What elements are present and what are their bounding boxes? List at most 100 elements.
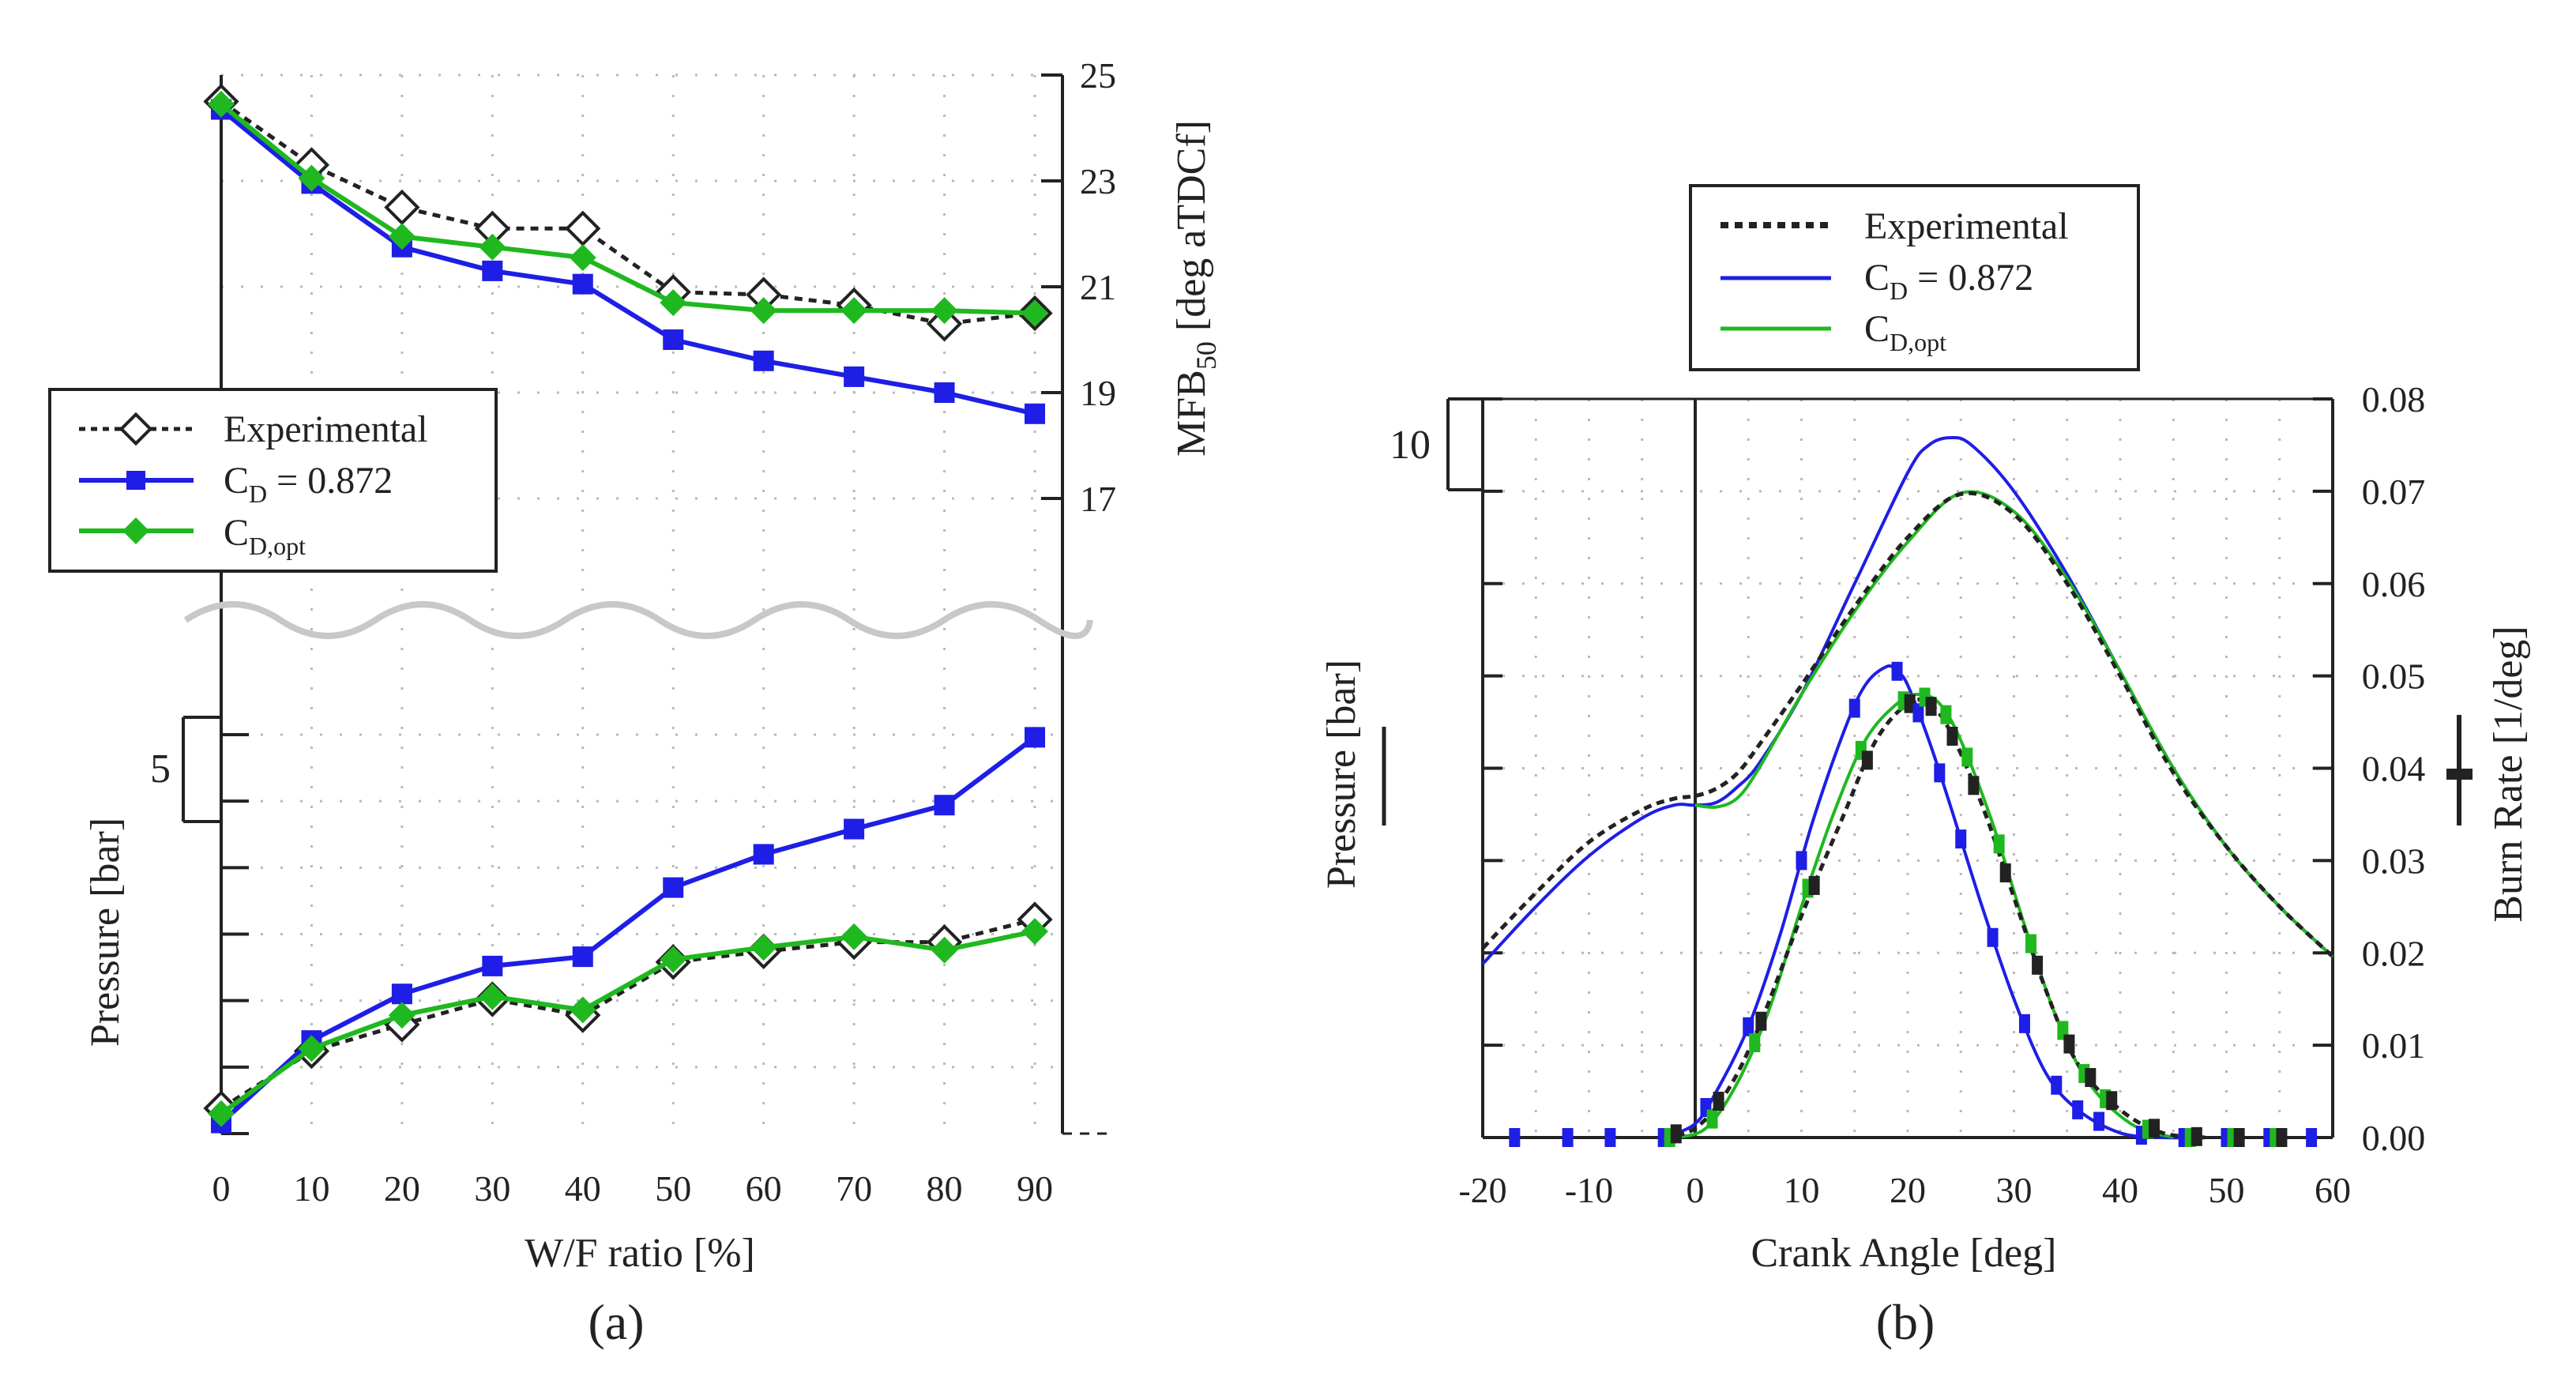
panel-b-burn-marker [1562,1128,1574,1147]
panel-b-burn-tick-label: 0.00 [2362,1118,2426,1158]
panel-b-burn-marker [1604,1128,1616,1147]
panel-a-pressure-point-cd [844,818,865,840]
panel-a-mfb-point-cdopt [569,244,596,272]
panel-b-burn-marker [1955,829,1967,849]
panel-b: 0.00 0.01 0.02 0.03 0.04 0.05 0.06 0.07 0.08 -20… [1319,184,2531,1350]
panel-b-x-tick-label: 60 [2315,1170,2351,1210]
panel-b-legend-experimental: Experimental [1864,205,2069,247]
panel-b-burn-tick-label: 0.07 [2362,472,2426,512]
panel-b-burn-marker [1713,1092,1724,1111]
panel-a-mfb-point-experimental [746,276,782,313]
panel-b-burn-axis-label: Burn Rate [1/deg] [2486,626,2531,922]
panel-a-pressure-scale-label: 5 [150,747,171,792]
panel-a-pressure-point-cdopt [660,946,687,973]
panel-a-mfb-axis-label: MFB50 [deg aTDCf] [1169,120,1222,457]
panel-a-pressure-point-cd [934,795,955,816]
panel-b-burn-marker [2072,1100,2084,1119]
panel-b-burn-marker [1904,694,1916,713]
panel-b-pressure-scale-label: 10 [1390,423,1431,468]
panel-a-mfb-point-cd [753,350,774,371]
panel-a-x-tick-label: 60 [746,1168,782,1209]
panel-b-burn-marker [2018,1014,2030,1033]
panel-a: 17 19 21 23 25 0 10 20 30 40 50 60 70 80 90 5 Pressur… [48,55,1222,1350]
panel-a-mfb-tick-label: 17 [1080,479,1116,519]
panel-b-burn-marker [2025,934,2037,953]
panel-a-x-tick-label: 0 [212,1168,231,1209]
panel-a-legend: Experimental CD = 0.872 CD,opt [48,388,498,573]
panel-a-mfb-tick-label: 19 [1080,373,1116,413]
panel-a-legend-experimental: Experimental [224,408,428,450]
panel-b-burn-marker [1808,875,1820,895]
panel-a-mfb-point-cdopt [840,297,868,325]
panel-a-pressure-point-cdopt [298,1035,325,1062]
panel-a-x-tick-label: 50 [655,1168,691,1209]
panel-b-burn-marker [2063,1034,2075,1054]
panel-a-mfb-point-cdopt [388,223,416,250]
panel-a-mfb-point-cdopt [298,164,325,192]
panel-a-pressure-point-cdopt [479,983,506,1010]
panel-b-burn-marker [1999,863,2011,882]
panel-a-x-tick-label: 70 [836,1168,872,1209]
panel-a-pressure-point-cdopt [750,934,777,961]
panel-a-mfb-point-cd [482,260,503,281]
panel-a-mfb-point-experimental [384,189,420,226]
panel-b-burn-marker [1509,1128,1521,1147]
panel-a-mfb-point-cdopt [750,297,777,325]
panel-a-pressure-point-cd [572,946,593,968]
panel-a-mfb-point-cd [844,366,865,387]
panel-b-x-tick-label: 0 [1687,1170,1705,1210]
panel-a-pressure-point-cdopt [208,1100,235,1127]
legend-green-diamond-marker [122,517,149,544]
panel-b-burn-tick-label: 0.08 [2362,379,2426,419]
panel-b-burn-marker [1925,697,1937,716]
panel-b-burn-marker [2276,1128,2288,1147]
panel-a-pressure-ticks [221,733,249,1135]
panel-a-mfb-point-cd [934,382,955,403]
panel-a-pressure-line-1 [219,735,1036,1125]
panel-a-pressure-point-cd [753,844,774,865]
panel-b-series [1481,435,2334,1147]
panel-b-burn-marker [1940,705,1952,724]
panel-b-x-tick-label: 50 [2209,1170,2245,1210]
panel-a-mfb-point-cd [663,329,684,350]
panel-a-mfb-point-experimental [565,210,601,246]
panel-a-x-tick-label: 10 [293,1168,329,1209]
panel-b-legend: Experimental CD = 0.872 CD,opt [1689,184,2140,371]
panel-b-x-tick-label: 40 [2102,1170,2138,1210]
panel-b-burn-marker [2032,955,2044,975]
panel-b-burn-marker [1891,661,1903,681]
panel-a-x-tick-label: 80 [927,1168,963,1209]
mfb-label-sub: 50 [1190,341,1222,370]
panel-a-mfb-point-cd [1025,403,1045,424]
panel-a-pressure-line-0 [220,917,1036,1111]
panel-a-pressure-point-cdopt [931,936,958,964]
panel-a-mfb-line-2 [220,102,1036,316]
panel-b-burn-marker [1848,698,1860,718]
panel-b-burn-marker [1796,851,1807,871]
panel-b-burn-tick-label: 0.06 [2362,564,2426,604]
panel-b-burn-ticks: 0.00 0.01 0.02 0.03 0.04 0.05 0.06 0.07 0.08 [1483,379,2425,1158]
panel-a-mfb-point-cd [572,273,593,295]
panel-b-pressure-line-0 [1481,491,2334,958]
panel-b-burn-marker [1861,750,1873,770]
panel-b-caption: (b) [1876,1294,1935,1350]
panel-b-x-tick-label: 30 [1996,1170,2033,1210]
panel-b-burn-marker [1670,1124,1682,1144]
panel-b-x-tick-label: 10 [1784,1170,1820,1210]
panel-a-pressure-axis-label: Pressure [bar] [83,818,128,1047]
panel-b-legend-cdopt: CD,opt [1864,308,1946,356]
panel-b-burn-marker [2085,1068,2097,1088]
legend-square-marker [126,471,145,490]
panel-b-pressure-scale-bar: 10 [1390,397,1483,491]
panel-b-burn-marker [2306,1128,2318,1147]
panel-b-grid [1483,399,2333,1138]
panel-a-pressure-point-cdopt [388,1002,416,1029]
panel-a-mfb-line-1 [220,107,1036,416]
panel-a-pressure-point-cd [663,877,684,898]
panel-b-burn-tick-label: 0.05 [2362,656,2426,697]
panel-a-series [203,83,1053,1134]
panel-a-pressure-point-cdopt [1021,918,1048,946]
panel-a-axis-break [183,601,1093,639]
panel-a-pressure-line-2 [220,929,1036,1116]
panel-b-pressure-axis-label: Pressure [bar] [1319,660,1364,889]
